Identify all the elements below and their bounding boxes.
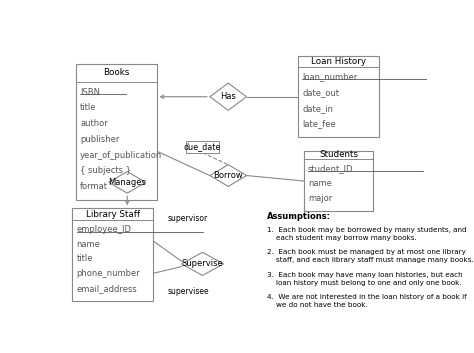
Text: major: major — [308, 194, 332, 203]
Text: Loan History: Loan History — [311, 57, 366, 66]
Text: 1.  Each book may be borrowed by many students, and
    each student may borrow : 1. Each book may be borrowed by many stu… — [267, 227, 466, 241]
Text: student_ID: student_ID — [308, 164, 354, 173]
Text: title: title — [80, 103, 97, 112]
Polygon shape — [182, 252, 224, 275]
Text: employee_ID: employee_ID — [76, 225, 131, 234]
Bar — [72, 208, 153, 301]
Text: name: name — [308, 179, 332, 188]
Text: Students: Students — [319, 150, 358, 160]
Text: late_fee: late_fee — [302, 120, 336, 128]
Text: title: title — [76, 255, 93, 263]
Text: due_date: due_date — [184, 143, 221, 151]
Text: Library Staff: Library Staff — [85, 210, 139, 219]
Bar — [76, 64, 156, 200]
Text: format: format — [80, 182, 108, 191]
Text: author: author — [80, 119, 108, 128]
Text: 2.  Each book must be managed by at most one library
    staff, and each library: 2. Each book must be managed by at most … — [267, 250, 474, 263]
Text: supervisor: supervisor — [168, 214, 208, 223]
Text: date_out: date_out — [302, 88, 339, 97]
Text: phone_number: phone_number — [76, 269, 140, 278]
Text: year_of_publication: year_of_publication — [80, 151, 163, 160]
Text: Borrow: Borrow — [213, 171, 243, 180]
Text: { subjects }: { subjects } — [80, 166, 131, 175]
Text: supervisee: supervisee — [168, 287, 209, 296]
Bar — [303, 151, 374, 211]
Bar — [298, 56, 379, 137]
Text: 4.  We are not interested in the loan history of a book if
    we do not have th: 4. We are not interested in the loan his… — [267, 294, 466, 308]
Text: Assumptions:: Assumptions: — [267, 212, 331, 221]
Text: loan_number: loan_number — [302, 72, 358, 81]
Text: ISBN: ISBN — [80, 88, 100, 96]
Bar — [186, 141, 219, 153]
Polygon shape — [109, 172, 146, 193]
Polygon shape — [210, 164, 246, 186]
Text: name: name — [76, 240, 100, 249]
Text: Has: Has — [220, 92, 236, 101]
Text: 3.  Each book may have many loan histories, but each
    loan history must belon: 3. Each book may have many loan historie… — [267, 272, 463, 286]
Text: publisher: publisher — [80, 135, 119, 144]
Polygon shape — [210, 83, 246, 110]
Text: Supervise: Supervise — [182, 259, 223, 268]
Text: Books: Books — [103, 68, 129, 77]
Text: date_in: date_in — [302, 104, 333, 113]
Text: Manages: Manages — [108, 178, 146, 187]
Text: email_address: email_address — [76, 284, 137, 293]
